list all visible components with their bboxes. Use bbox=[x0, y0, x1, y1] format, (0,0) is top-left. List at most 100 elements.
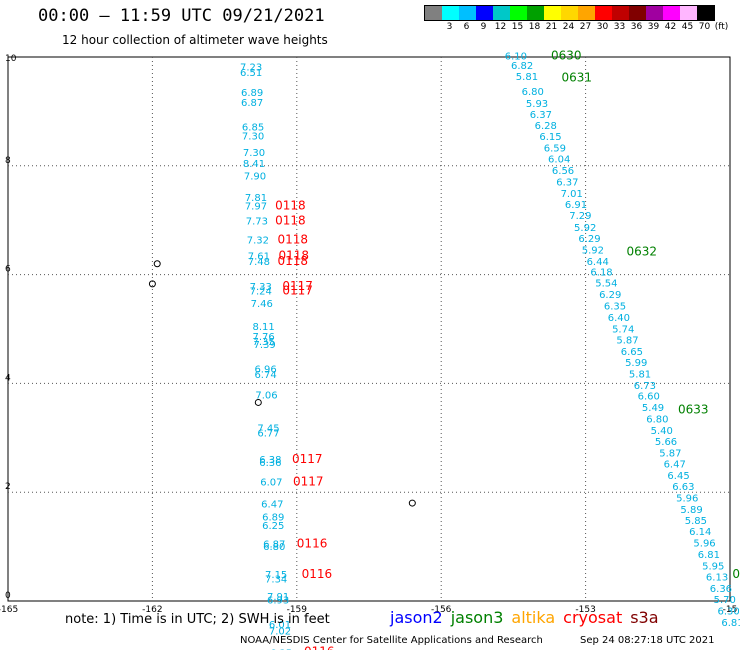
swh-label: 6.63 bbox=[672, 482, 694, 493]
swh-label: 5.81 bbox=[629, 369, 651, 380]
swh-label: 6.35 bbox=[270, 648, 292, 650]
colorbar-label: 9 bbox=[480, 22, 487, 32]
swh-label: 6.93 bbox=[267, 596, 289, 607]
swh-label: 7.06 bbox=[255, 391, 277, 402]
colorbar-cell bbox=[646, 6, 663, 20]
swh-label: 5.66 bbox=[655, 437, 677, 448]
swh-label: 6.91 bbox=[565, 200, 587, 211]
legend-cryosat: cryosat bbox=[563, 608, 623, 627]
pass-time-label: 0117 bbox=[282, 284, 313, 298]
swh-label: 7.48 bbox=[248, 257, 270, 268]
legend-jason2: jason2 bbox=[390, 608, 443, 627]
swh-label: 6.59 bbox=[544, 144, 566, 155]
pass-time-label: 0633 bbox=[678, 402, 709, 416]
y-tick-label: 0 bbox=[5, 591, 11, 601]
swh-label: 6.14 bbox=[689, 527, 711, 538]
swh-label: 7.39 bbox=[253, 340, 275, 351]
swh-label: 5.96 bbox=[693, 539, 715, 550]
swh-label: 6.74 bbox=[254, 370, 276, 381]
swh-label: 5.92 bbox=[574, 223, 596, 234]
pass-time-label: 0116 bbox=[302, 567, 333, 581]
swh-label: 7.30 bbox=[242, 132, 264, 143]
swh-label: 5.54 bbox=[595, 279, 617, 290]
swh-label: 8.41 bbox=[243, 159, 265, 170]
swh-label: 6.87 bbox=[263, 540, 285, 551]
colorbar-cell bbox=[578, 6, 595, 20]
pass-time-label: 0118 bbox=[275, 214, 306, 228]
colorbar-label: 36 bbox=[630, 22, 643, 32]
swh-label: 6.81 bbox=[721, 618, 740, 629]
colorbar-label: 30 bbox=[596, 22, 609, 32]
colorbar-label: 15 bbox=[511, 22, 524, 32]
swh-label: 6.77 bbox=[257, 429, 279, 440]
island-outline bbox=[153, 260, 161, 268]
colorbar-cell bbox=[527, 6, 544, 20]
colorbar-label: (ft) bbox=[714, 22, 729, 32]
swh-label: 6.36 bbox=[710, 584, 732, 595]
swh-label: 6.82 bbox=[511, 61, 533, 72]
swh-label: 6.25 bbox=[262, 521, 284, 532]
x-tick-label: -156 bbox=[431, 605, 452, 615]
swh-label: 6.37 bbox=[530, 110, 552, 121]
swh-label: 6.10 bbox=[505, 52, 527, 63]
colorbar-label: 18 bbox=[528, 22, 541, 32]
swh-label: 7.91 bbox=[267, 592, 289, 603]
colorbar bbox=[424, 5, 715, 21]
swh-label: 5.40 bbox=[651, 426, 673, 437]
swh-label: 6.81 bbox=[698, 550, 720, 561]
swh-label: 5.87 bbox=[659, 448, 681, 459]
colorbar-label: 21 bbox=[545, 22, 558, 32]
swh-label: 7.61 bbox=[248, 251, 270, 262]
colorbar-cell bbox=[561, 6, 578, 20]
swh-label: 7.30 bbox=[243, 148, 265, 159]
colorbar-label: 33 bbox=[613, 22, 626, 32]
pass-time-label: 0631 bbox=[562, 70, 593, 84]
y-tick-label: 6 bbox=[5, 265, 11, 275]
swh-label: 6.65 bbox=[621, 347, 643, 358]
swh-label: 6.47 bbox=[261, 499, 283, 510]
colorbar-labels: 3 6 9 12 15 18 21 24 27 30 33 36 39 42 45 70 (ft) bbox=[424, 22, 740, 34]
swh-label: 7.24 bbox=[250, 287, 272, 298]
swh-label: 6.13 bbox=[706, 572, 728, 583]
swh-label: 6.89 bbox=[262, 512, 284, 523]
pass-time-label: 0117 bbox=[293, 475, 324, 489]
x-tick-label: -165 bbox=[0, 605, 18, 615]
swh-label: 7.46 bbox=[251, 299, 273, 310]
x-tick-label: -162 bbox=[142, 605, 162, 615]
credit-text: NOAA/NESDIS Center for Satellite Applica… bbox=[240, 635, 543, 646]
legend-s3a: s3a bbox=[630, 608, 659, 627]
swh-label: 7.29 bbox=[569, 211, 591, 222]
swh-label: 6.80 bbox=[646, 415, 668, 426]
swh-label: 6.89 bbox=[241, 88, 263, 99]
island-outline bbox=[148, 280, 156, 288]
swh-label: 6.37 bbox=[556, 177, 578, 188]
pass-time-label: 063 bbox=[732, 567, 740, 581]
colorbar-cell bbox=[629, 6, 646, 20]
colorbar-label: 45 bbox=[681, 22, 694, 32]
swh-label: 6.40 bbox=[608, 313, 630, 324]
chart-subtitle: 12 hour collection of altimeter wave hei… bbox=[62, 33, 328, 47]
legend-jason3: jason3 bbox=[450, 608, 504, 627]
swh-label: 7.35 bbox=[253, 337, 275, 348]
colorbar-cell bbox=[493, 6, 510, 20]
pass-time-label: 0118 bbox=[279, 248, 310, 262]
swh-label: 8.11 bbox=[253, 322, 275, 333]
swh-label: 5.85 bbox=[685, 516, 707, 527]
pass-time-label: 0632 bbox=[627, 245, 658, 259]
swh-label: 5.49 bbox=[642, 403, 664, 414]
swh-label: 6.36 bbox=[259, 458, 281, 469]
colorbar-label: 42 bbox=[664, 22, 677, 32]
y-tick-label: 8 bbox=[5, 156, 11, 166]
chart-title: 00:00 – 11:59 UTC 09/21/2021 bbox=[38, 6, 325, 26]
swh-label: 5.70 bbox=[714, 595, 736, 606]
swh-label: 6.56 bbox=[552, 166, 574, 177]
pass-time-label: 0118 bbox=[278, 254, 309, 268]
swh-label: 6.28 bbox=[535, 121, 557, 132]
swh-label: 6.44 bbox=[587, 257, 609, 268]
pass-time-label: 0117 bbox=[282, 279, 313, 293]
swh-label: 7.97 bbox=[245, 201, 267, 212]
pass-time-label: 0116 bbox=[297, 537, 328, 551]
colorbar-label: 6 bbox=[463, 22, 470, 32]
y-tick-label: 2 bbox=[5, 482, 11, 492]
swh-label: 7.45 bbox=[257, 423, 279, 434]
